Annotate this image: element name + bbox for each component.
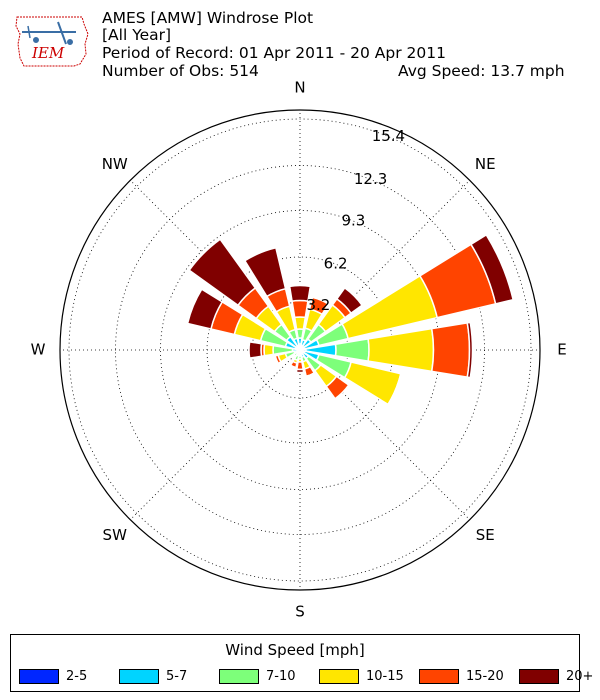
legend-swatch — [119, 669, 159, 684]
compass-label-ne: NE — [475, 155, 496, 173]
iowa-map-icon — [15, 16, 89, 67]
legend-item: 5-7 — [119, 669, 208, 684]
wedge-e-7-10 — [334, 338, 370, 362]
legend-label: 5-7 — [166, 669, 188, 684]
legend-label: 7-10 — [266, 669, 296, 684]
logo-text: IEM — [32, 44, 65, 62]
wedge-nnw-20+ — [243, 246, 287, 298]
radial-tick-label: 6.2 — [324, 255, 348, 273]
radial-tick-label: 3.2 — [306, 296, 330, 314]
wedge-e-10-15 — [367, 327, 435, 373]
legend-swatch — [219, 669, 259, 684]
radial-tick-label: 9.3 — [341, 212, 365, 230]
legend-item: 7-10 — [219, 669, 308, 684]
title-line-4: Number of Obs: 514 — [102, 62, 259, 80]
legend-label: 15-20 — [466, 669, 504, 684]
legend-swatch — [19, 669, 59, 684]
compass-label-e: E — [557, 341, 566, 359]
wedge-ese-15-20 — [387, 372, 404, 407]
title-line-3: Period of Record: 01 Apr 2011 - 20 Apr 2… — [102, 44, 446, 62]
wedge-sse-20+ — [305, 371, 317, 379]
legend-item: 10-15 — [319, 669, 408, 684]
wedge-wnw-20+ — [186, 288, 224, 330]
wedge-e-15-20 — [430, 321, 471, 379]
legend: Wind Speed [mph] 2-5 5-7 7-10 10-15 15-2… — [10, 634, 593, 692]
grid-spoke — [130, 349, 301, 520]
wedge-nne-15-20 — [308, 296, 330, 316]
wedge-s-20+ — [295, 368, 305, 374]
wedge-nw-20+ — [188, 238, 257, 307]
wedge-s-15-20 — [296, 360, 304, 371]
wedge-ssw-20+ — [288, 364, 297, 370]
legend-swatch — [419, 669, 459, 684]
wedge-n-20+ — [288, 284, 312, 303]
wedge-e-20+ — [466, 321, 474, 379]
radial-tick-label: 15.4 — [372, 127, 405, 145]
wedge-w-10-15 — [263, 343, 275, 357]
compass-label-s: S — [295, 603, 305, 621]
compass-label-n: N — [294, 79, 305, 97]
radial-tick-label: 12.3 — [354, 170, 387, 188]
legend-label: 10-15 — [366, 669, 404, 684]
compass-label-se: SE — [476, 526, 495, 544]
legend-label: 2-5 — [66, 669, 88, 684]
legend-label: 20+ — [566, 669, 594, 684]
wedge-n-10-15 — [293, 316, 307, 331]
legend-swatch — [319, 669, 359, 684]
airplane-icon — [22, 21, 76, 45]
wedge-wsw-15-20 — [274, 354, 282, 365]
legend-swatch — [519, 669, 559, 684]
title-line-2: [All Year] — [102, 26, 172, 44]
avg-speed: Avg Speed: 13.7 mph — [398, 62, 565, 80]
wedge-w-20+ — [248, 340, 263, 360]
legend-title: Wind Speed [mph] — [225, 641, 365, 659]
title-line-1: AMES [AMW] Windrose Plot — [102, 9, 314, 27]
wedge-ne-20+ — [335, 286, 364, 315]
wedge-se-15-20 — [325, 375, 350, 400]
compass-label-nw: NW — [102, 155, 128, 173]
legend-items: 2-5 5-7 7-10 10-15 15-20 20+ — [19, 669, 600, 684]
legend-item: 20+ — [519, 669, 600, 684]
compass-label-w: W — [31, 341, 46, 359]
iem-logo: IEM — [14, 14, 90, 70]
legend-item: 15-20 — [419, 669, 508, 684]
wedge-ene-20+ — [469, 233, 515, 305]
grid-circle — [68, 118, 532, 582]
compass-label-sw: SW — [103, 526, 128, 544]
outer-ring — [59, 109, 541, 591]
legend-item: 2-5 — [19, 669, 108, 684]
